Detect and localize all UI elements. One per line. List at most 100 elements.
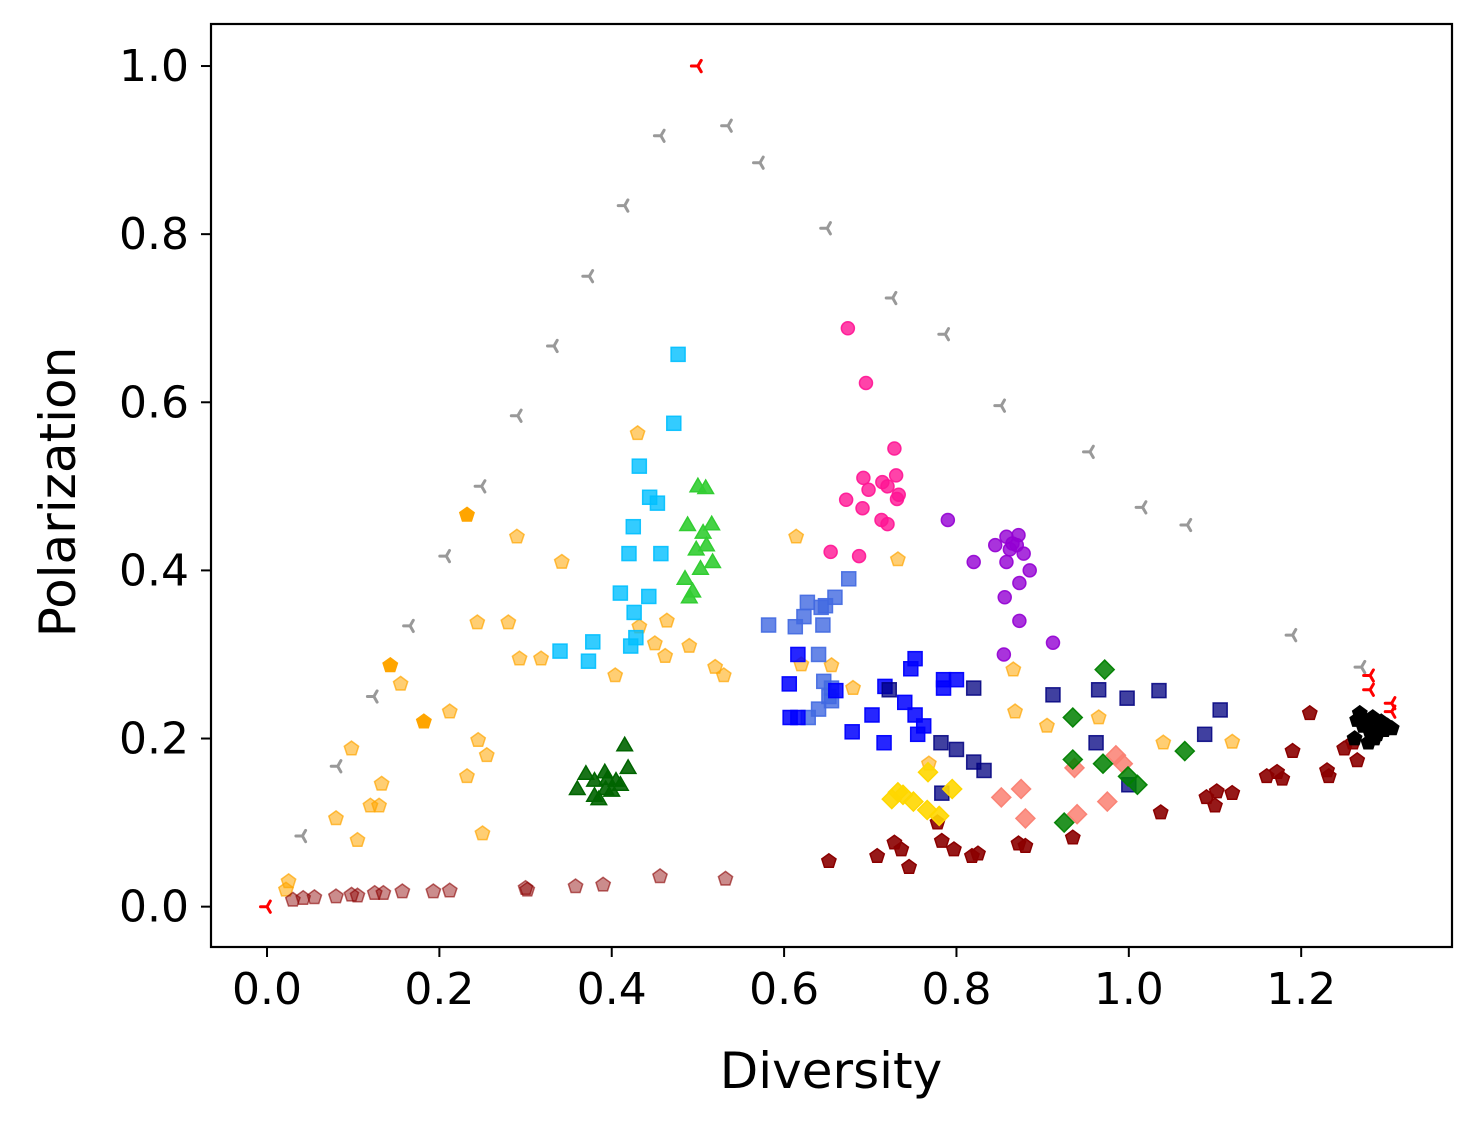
y-tick-label: 1.0: [119, 41, 189, 92]
data-point: [928, 805, 950, 827]
y-tick-label: 0.0: [119, 882, 189, 933]
data-point: [1362, 682, 1375, 697]
x-axis: 0.0 0.2 0.4 0.6 0.8 1.0 1.2: [232, 947, 1336, 1015]
data-point: [697, 535, 716, 552]
data-point: [681, 637, 698, 653]
data-point: [1053, 812, 1075, 834]
data-point: [752, 155, 765, 170]
data-point: [817, 597, 834, 614]
data-point: [438, 549, 451, 564]
data-point: [625, 518, 642, 535]
x-tick-label: 1.2: [1266, 964, 1336, 1015]
data-point: [329, 759, 343, 774]
data-point: [790, 646, 806, 663]
data-point: [1174, 740, 1196, 762]
data-point: [1152, 804, 1169, 820]
data-point: [641, 588, 657, 605]
data-point: [1353, 659, 1367, 675]
data-point: [670, 346, 686, 363]
data-point: [993, 398, 1006, 413]
data-point: [567, 878, 584, 894]
data-point: [1066, 803, 1088, 825]
data-point: [1090, 709, 1107, 725]
data-point: [1284, 742, 1301, 758]
plot-area: [259, 58, 1400, 914]
data-point: [678, 515, 697, 532]
data-point: [1134, 500, 1148, 515]
data-point: [694, 523, 713, 539]
data-point: [855, 500, 870, 516]
data-point: [546, 338, 559, 354]
data-point: [888, 468, 904, 483]
data-point: [552, 643, 568, 659]
data-point: [838, 492, 854, 508]
data-point: [1383, 719, 1400, 736]
data-point: [1010, 778, 1032, 800]
data-point: [616, 198, 630, 213]
data-point: [887, 441, 902, 456]
data-point: [720, 118, 733, 133]
data-point: [1017, 837, 1034, 853]
data-point: [666, 415, 682, 432]
data-point: [519, 881, 536, 897]
data-point: [327, 809, 344, 826]
data-point: [649, 495, 666, 511]
axes-frame: [209, 22, 1454, 949]
x-tick-label: 0.2: [404, 964, 474, 1015]
data-point: [1082, 444, 1095, 459]
data-point: [781, 676, 798, 692]
data-point: [691, 559, 710, 575]
data-point: [607, 667, 624, 683]
data-point: [458, 767, 475, 784]
data-point: [675, 569, 695, 586]
y-tick-label: 0.6: [119, 377, 189, 428]
data-point: [580, 653, 597, 669]
data-point: [970, 845, 986, 861]
data-point: [999, 554, 1014, 570]
data-point: [294, 828, 308, 844]
data-point: [1016, 546, 1031, 561]
data-point: [1012, 575, 1027, 591]
x-tick-label: 0.4: [577, 964, 647, 1015]
data-point: [1196, 726, 1213, 743]
x-axis-label: Diversity: [720, 1042, 942, 1100]
data-point: [595, 876, 612, 892]
data-point: [851, 548, 867, 564]
data-point: [1349, 711, 1366, 727]
data-point: [458, 506, 475, 522]
data-point: [1064, 829, 1081, 845]
data-point: [1022, 563, 1037, 578]
data-point: [680, 587, 699, 604]
data-point: [1038, 717, 1055, 733]
y-axis: 0.0 0.2 0.4 0.6 0.8 1.0: [119, 41, 211, 933]
data-point: [626, 604, 642, 621]
data-point: [1208, 783, 1225, 799]
data-point: [897, 694, 913, 711]
y-tick-label: 0.2: [119, 714, 189, 765]
data-point: [306, 888, 323, 905]
data-point: [259, 899, 272, 914]
data-point: [1045, 687, 1061, 703]
data-point: [864, 707, 880, 723]
data-point: [585, 634, 601, 650]
data-point: [1301, 704, 1318, 721]
data-point: [933, 734, 949, 751]
data-point: [402, 618, 415, 633]
data-point: [840, 571, 857, 587]
data-point: [611, 775, 630, 792]
data-point: [394, 883, 411, 899]
data-point: [295, 889, 312, 906]
data-point: [1062, 748, 1084, 771]
data-point: [1002, 542, 1018, 557]
data-point: [508, 528, 525, 544]
data-point: [589, 789, 608, 806]
data-point: [880, 516, 895, 532]
data-point: [1224, 733, 1241, 749]
data-point: [1320, 767, 1337, 784]
data-point: [845, 679, 862, 695]
data-point: [687, 539, 706, 556]
data-point: [469, 614, 486, 630]
data-point: [1045, 635, 1061, 650]
data-point: [1207, 797, 1223, 813]
data-point: [500, 614, 517, 630]
